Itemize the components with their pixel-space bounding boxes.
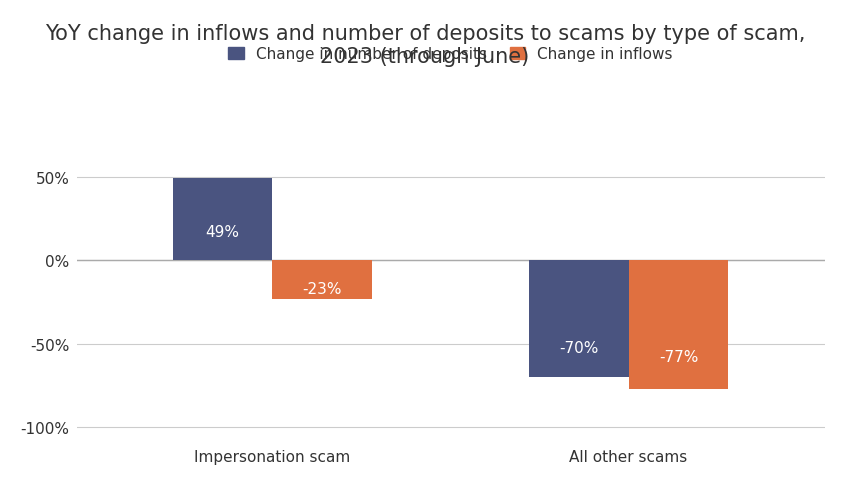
Text: 49%: 49% [206,225,240,240]
Text: -77%: -77% [659,349,698,364]
Bar [173,179,272,260]
Bar [272,260,372,299]
Text: YoY change in inflows and number of deposits to scams by type of scam,
2023 (thr: YoY change in inflows and number of depo… [45,24,805,67]
Legend: Change in number of deposits, Change in inflows: Change in number of deposits, Change in … [229,47,672,62]
Bar [529,260,629,377]
Bar [629,260,728,389]
Text: -23%: -23% [303,282,342,297]
Text: -70%: -70% [559,341,598,356]
